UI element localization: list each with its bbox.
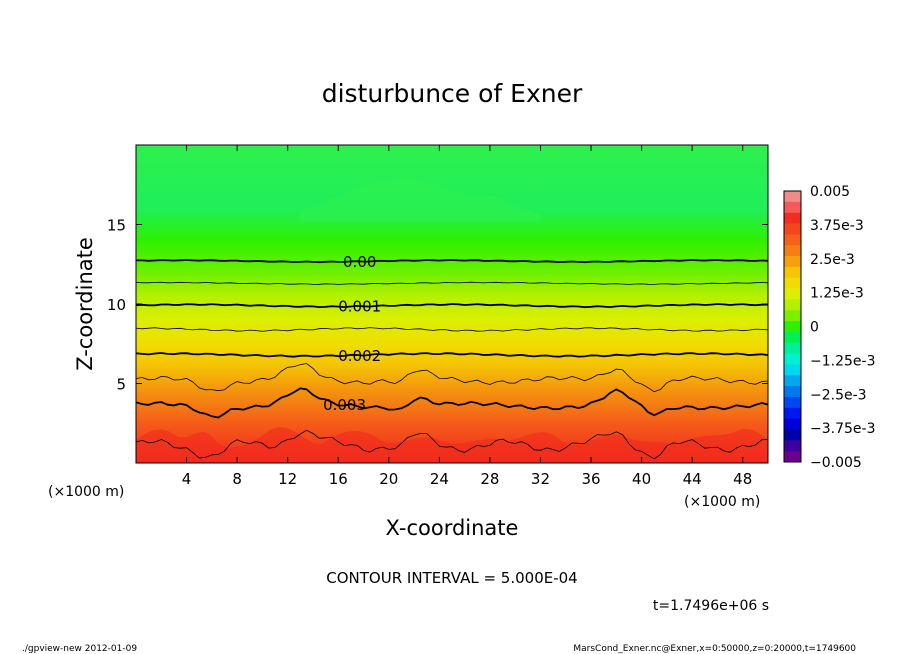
x-unit-right: (×1000 m) — [684, 494, 760, 510]
colorbar-label: −3.75e-3 — [810, 421, 875, 437]
colorbar-swatch — [784, 256, 801, 268]
colorbar-swatch — [784, 440, 801, 452]
contour-label: 0.002 — [338, 347, 381, 365]
x-tick-label: 32 — [531, 470, 550, 488]
contour-line — [136, 259, 768, 264]
x-axis-label: X-coordinate — [386, 516, 519, 540]
colorbar-swatch — [784, 375, 801, 387]
colorbar-swatch — [784, 310, 801, 322]
colorbar-label: 3.75e-3 — [810, 218, 864, 234]
contour-interval-text: CONTOUR INTERVAL = 5.000E-04 — [326, 569, 577, 587]
contour-line — [136, 387, 768, 419]
contour-line — [136, 327, 768, 332]
y-tick-label: 15 — [107, 217, 126, 235]
x-tick-label: 48 — [733, 470, 752, 488]
contour-line — [136, 303, 768, 309]
x-tick-label: 28 — [480, 470, 499, 488]
colorbar-swatch — [784, 429, 801, 441]
x-axis: 4 8 12 16 20 24 28 32 36 40 44 48 — [182, 145, 752, 488]
colorbar-label: 2.5e-3 — [810, 252, 855, 268]
x-tick-label: 40 — [632, 470, 651, 488]
y-axis-label: Z-coordinate — [73, 237, 97, 371]
colorbar-frame — [783, 190, 802, 463]
contour-line — [136, 363, 768, 393]
colorbar-swatch — [784, 386, 801, 398]
x-tick-label: 12 — [278, 470, 297, 488]
x-tick-label: 44 — [683, 470, 702, 488]
contour-line — [136, 281, 768, 285]
time-text: t=1.7496e+06 s — [653, 598, 769, 614]
colorbar-label: −2.5e-3 — [810, 387, 867, 403]
x-unit-left: (×1000 m) — [48, 484, 124, 500]
colorbar-swatch — [784, 418, 801, 430]
contour-labels: 0.00 0.001 0.002 0.003 — [323, 253, 381, 414]
colorbar-swatch — [784, 288, 801, 300]
x-tick-label: 36 — [581, 470, 600, 488]
upper-bulge-shading — [300, 177, 540, 222]
colorbar-label: −0.005 — [810, 455, 862, 471]
x-tick-label: 16 — [329, 470, 348, 488]
colorbar-swatch — [784, 342, 801, 354]
colorbar-swatch — [784, 299, 801, 311]
x-tick-label: 20 — [379, 470, 398, 488]
y-tick-label: 5 — [116, 376, 126, 394]
colorbar — [784, 191, 801, 463]
colorbar-label: −1.25e-3 — [810, 353, 875, 369]
x-tick-label: 4 — [182, 470, 192, 488]
colorbar-swatch — [784, 407, 801, 420]
lower-bumps-shading — [136, 427, 768, 463]
colorbar-swatch — [784, 191, 801, 203]
contour-label: 0.00 — [343, 253, 376, 271]
colorbar-swatch — [784, 321, 801, 333]
footer-left: ./gpview-new 2012-01-09 — [22, 644, 137, 654]
colorbar-swatch — [784, 234, 801, 246]
colorbar-swatch — [784, 201, 801, 214]
y-axis: 5 10 15 — [107, 217, 768, 394]
colorbar-swatch — [784, 396, 801, 409]
colorbar-swatch — [784, 245, 801, 257]
colorbar-label: 0.005 — [810, 184, 850, 200]
colorbar-swatch — [784, 212, 801, 224]
colorbar-swatch — [784, 223, 801, 235]
contour-line — [136, 429, 768, 460]
colorbar-swatch — [784, 266, 801, 279]
colorbar-labels: 0.005 3.75e-3 2.5e-3 1.25e-3 0 −1.25e-3 −2.5e-… — [810, 184, 875, 471]
contour-line — [136, 352, 768, 358]
colorbar-label: 0 — [810, 320, 819, 336]
chart-title: disturbunce of Exner — [322, 79, 583, 108]
colorbar-swatch — [784, 364, 801, 376]
x-tick-label: 8 — [232, 470, 242, 488]
colorbar-swatch — [784, 277, 801, 289]
plot-area — [136, 145, 768, 463]
footer-right: MarsCond_Exner.nc@Exner,x=0:50000,z=0:20… — [573, 644, 856, 654]
contour-label: 0.003 — [323, 396, 366, 414]
y-tick-label: 10 — [107, 296, 126, 314]
contour-lines — [136, 259, 768, 460]
colorbar-swatch — [784, 331, 801, 344]
colorbar-swatch — [784, 451, 801, 463]
contour-label: 0.001 — [338, 298, 381, 316]
colorbar-swatch — [784, 353, 801, 365]
x-tick-label: 24 — [430, 470, 449, 488]
colorbar-label: 1.25e-3 — [810, 286, 864, 302]
